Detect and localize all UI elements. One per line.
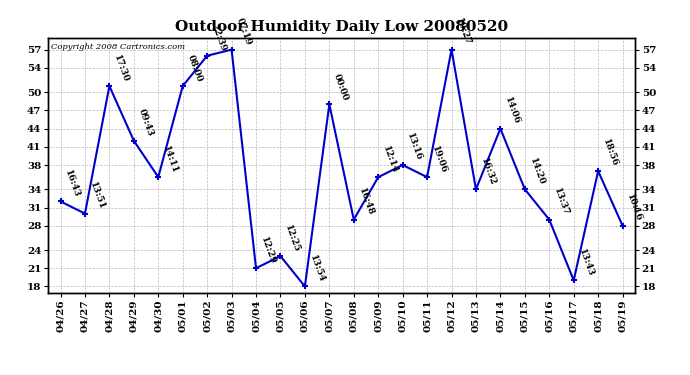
Text: 12:14: 12:14: [381, 144, 400, 174]
Text: 08:00: 08:00: [186, 54, 204, 83]
Text: 16:43: 16:43: [63, 168, 81, 199]
Text: 19:06: 19:06: [430, 144, 448, 174]
Text: Copyright 2008 Cartronics.com: Copyright 2008 Cartronics.com: [51, 43, 186, 51]
Text: 16:32: 16:32: [479, 156, 497, 186]
Text: 17:30: 17:30: [112, 53, 130, 83]
Text: 14:20: 14:20: [528, 157, 546, 186]
Text: 09:43: 09:43: [137, 108, 155, 138]
Text: 10:27: 10:27: [454, 17, 473, 47]
Text: 13:43: 13:43: [576, 248, 595, 278]
Text: 13:37: 13:37: [552, 187, 571, 217]
Text: 22:39: 22:39: [210, 23, 228, 53]
Text: 12:29: 12:29: [259, 236, 277, 266]
Text: 13:16: 13:16: [406, 132, 424, 162]
Text: 12:25: 12:25: [283, 224, 302, 253]
Title: Outdoor Humidity Daily Low 20080520: Outdoor Humidity Daily Low 20080520: [175, 20, 508, 33]
Text: 16:48: 16:48: [357, 187, 375, 217]
Text: 18:56: 18:56: [601, 138, 619, 168]
Text: 00:00: 00:00: [332, 72, 350, 102]
Text: 07:19: 07:19: [235, 17, 253, 47]
Text: 10:16: 10:16: [625, 193, 644, 223]
Text: 13:51: 13:51: [88, 181, 106, 211]
Text: 14:11: 14:11: [161, 144, 179, 174]
Text: 14:06: 14:06: [503, 96, 522, 126]
Text: 13:54: 13:54: [308, 254, 326, 284]
